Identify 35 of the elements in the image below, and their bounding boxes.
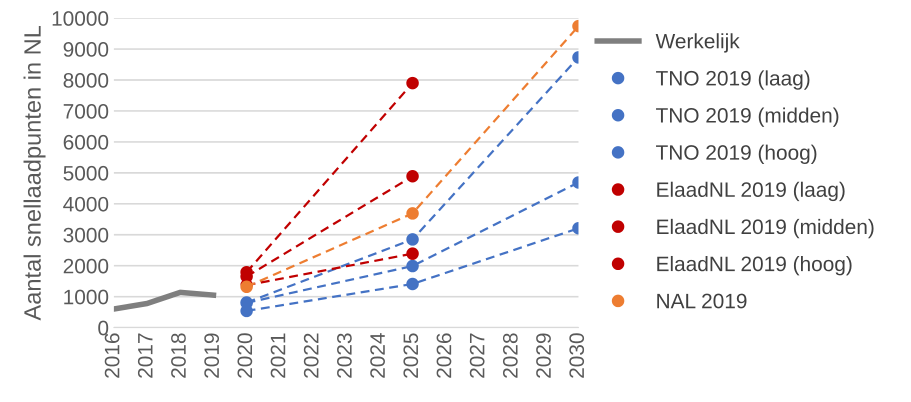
legend-label: ElaadNL 2019 (hoog) — [657, 256, 852, 276]
x-tick-label: 2020 — [237, 333, 252, 378]
legend-label: ElaadNL 2019 (midden) — [657, 218, 874, 238]
y-tick-label: 0 — [98, 320, 108, 336]
y-tick-label: 2000 — [64, 258, 108, 274]
x-tick-label: 2027 — [470, 334, 485, 378]
y-tick-label: 3000 — [63, 228, 108, 243]
x-tick-label: 2023 — [337, 333, 352, 378]
x-tick-label: 2030 — [569, 333, 584, 378]
y-tick-label: 5000 — [64, 166, 108, 181]
y-axis-title: Aantal snellaadpunten in NL — [24, 26, 46, 320]
x-tick-label: 2026 — [436, 333, 452, 378]
legend-label: Werkelijk — [656, 33, 740, 53]
legend-label: ElaadNL 2019 (laag) — [657, 182, 845, 202]
legend-label: NAL 2019 — [657, 294, 746, 308]
x-tick-label: 2018 — [171, 333, 186, 378]
legend-label: TNO 2019 (midden) — [656, 107, 838, 127]
y-tick-label: 7000 — [64, 104, 108, 119]
legend-label: TNO 2019 (laag) — [656, 70, 810, 90]
x-tick-label: 2022 — [304, 334, 319, 378]
x-tick-label: 2017 — [138, 334, 153, 378]
y-tick-label: 9000 — [64, 42, 108, 57]
y-tick-label: 10000 — [52, 11, 108, 26]
x-tick-label: 2025 — [403, 333, 418, 378]
x-tick-label: 2029 — [536, 333, 551, 378]
x-tick-label: 2016 — [104, 333, 120, 378]
x-tick-label: 2028 — [502, 333, 518, 378]
y-tick-label: 6000 — [64, 134, 108, 150]
legend-label: TNO 2019 (hoog) — [656, 144, 816, 164]
x-tick-label: 2024 — [370, 333, 385, 378]
y-tick-label: 4000 — [63, 196, 108, 212]
y-tick-label: 8000 — [64, 73, 108, 88]
x-tick-label: 2019 — [204, 333, 220, 378]
y-tick-label: 1000 — [64, 290, 108, 304]
x-tick-label: 2021 — [270, 334, 286, 378]
